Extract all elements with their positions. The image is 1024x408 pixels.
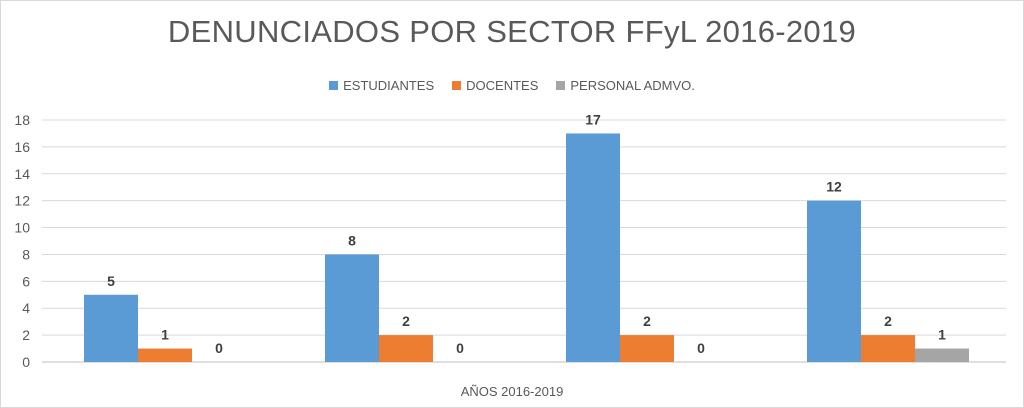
bar-estudiantes: [325, 254, 379, 362]
y-tick-label: 0: [22, 354, 30, 370]
data-label: 5: [107, 273, 115, 289]
x-axis-label: AÑOS 2016-2019: [460, 384, 564, 399]
bar-estudiantes: [807, 200, 861, 362]
legend-label-personal: PERSONAL ADMVO.: [570, 78, 695, 93]
legend-item-docentes: DOCENTES: [452, 78, 538, 93]
legend-swatch-personal: [556, 81, 566, 90]
data-label: 2: [643, 313, 651, 329]
y-tick-label: 4: [22, 300, 30, 316]
data-label: 2: [402, 313, 410, 329]
bar-docentes: [138, 348, 192, 362]
data-label: 17: [585, 111, 601, 127]
y-tick-label: 10: [14, 220, 30, 236]
bar-docentes: [620, 335, 674, 362]
bar-docentes: [861, 335, 915, 362]
legend-swatch-docentes: [452, 81, 462, 90]
data-label: 0: [697, 340, 705, 356]
y-tick-label: 6: [22, 273, 30, 289]
data-label: 8: [348, 232, 356, 248]
y-tick-label: 18: [14, 112, 30, 128]
bar-docentes: [379, 335, 433, 362]
data-label: 1: [938, 327, 946, 343]
data-label: 0: [215, 340, 223, 356]
legend-label-docentes: DOCENTES: [466, 78, 539, 93]
y-tick-label: 16: [14, 139, 30, 155]
chart-title: DENUNCIADOS POR SECTOR FFyL 2016-2019: [167, 14, 857, 49]
data-label: 2: [884, 313, 892, 329]
legend-item-personal: PERSONAL ADMVO.: [556, 78, 695, 93]
data-label: 1: [161, 327, 169, 343]
y-tick-label: 12: [14, 193, 30, 209]
data-label: 0: [456, 340, 464, 356]
y-tick-label: 8: [22, 246, 30, 262]
bar-estudiantes: [84, 294, 138, 362]
legend-swatch-estudiantes: [329, 81, 339, 90]
bar-personal-admvo: [915, 348, 969, 362]
bar-estudiantes: [566, 133, 620, 362]
legend-item-estudiantes: ESTUDIANTES: [329, 78, 434, 93]
legend-label-estudiantes: ESTUDIANTES: [343, 78, 435, 93]
y-tick-label: 2: [22, 327, 30, 343]
data-label: 12: [826, 179, 842, 195]
y-tick-label: 14: [14, 166, 30, 182]
chart-legend: ESTUDIANTES DOCENTES PERSONAL ADMVO.: [0, 78, 1024, 93]
